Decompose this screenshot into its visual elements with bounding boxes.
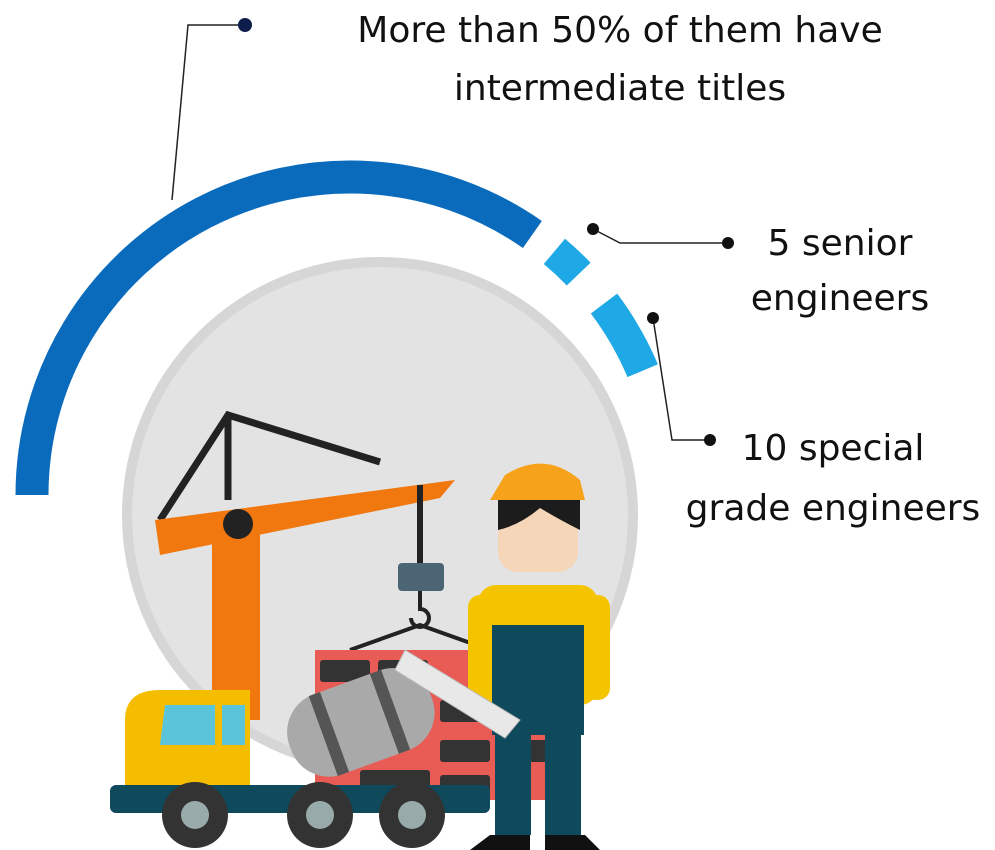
caption: engineers (751, 278, 930, 319)
infographic: More than 50% of them have intermediate … (0, 0, 995, 850)
caption: 10 special (742, 428, 925, 469)
caption: More than 50% of them have (357, 10, 882, 51)
arc-special (604, 304, 643, 371)
arc-senior (554, 251, 578, 274)
caption: 5 senior (768, 223, 913, 264)
caption: grade engineers (686, 488, 981, 529)
caption: intermediate titles (454, 68, 786, 109)
